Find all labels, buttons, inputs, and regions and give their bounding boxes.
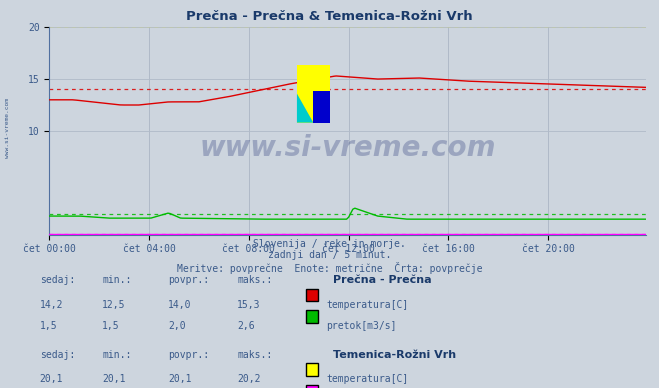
Text: povpr.:: povpr.: — [168, 350, 209, 360]
Polygon shape — [313, 91, 330, 123]
Text: Temenica-Rožni Vrh: Temenica-Rožni Vrh — [333, 350, 456, 360]
Text: 15,3: 15,3 — [237, 300, 261, 310]
Text: www.si-vreme.com: www.si-vreme.com — [5, 98, 11, 158]
Text: zadnji dan / 5 minut.: zadnji dan / 5 minut. — [268, 250, 391, 260]
Text: Prečna - Prečna & Temenica-Rožni Vrh: Prečna - Prečna & Temenica-Rožni Vrh — [186, 10, 473, 23]
Text: 2,0: 2,0 — [168, 321, 186, 331]
Text: maks.:: maks.: — [237, 350, 272, 360]
Text: maks.:: maks.: — [237, 275, 272, 286]
Text: 14,0: 14,0 — [168, 300, 192, 310]
Text: 14,2: 14,2 — [40, 300, 63, 310]
Text: 12,5: 12,5 — [102, 300, 126, 310]
Text: min.:: min.: — [102, 275, 132, 286]
Text: www.si-vreme.com: www.si-vreme.com — [200, 133, 496, 161]
Text: Prečna - Prečna: Prečna - Prečna — [333, 275, 432, 286]
Text: 20,1: 20,1 — [102, 374, 126, 384]
Text: 20,2: 20,2 — [237, 374, 261, 384]
Text: pretok[m3/s]: pretok[m3/s] — [326, 321, 397, 331]
Text: temperatura[C]: temperatura[C] — [326, 300, 409, 310]
Text: povpr.:: povpr.: — [168, 275, 209, 286]
Text: Slovenija / reke in morje.: Slovenija / reke in morje. — [253, 239, 406, 249]
Polygon shape — [297, 94, 313, 123]
Text: sedaj:: sedaj: — [40, 275, 74, 286]
Text: temperatura[C]: temperatura[C] — [326, 374, 409, 384]
Text: Meritve: povprečne  Enote: metrične  Črta: povprečje: Meritve: povprečne Enote: metrične Črta:… — [177, 262, 482, 274]
Text: 1,5: 1,5 — [40, 321, 57, 331]
Text: sedaj:: sedaj: — [40, 350, 74, 360]
Text: 20,1: 20,1 — [40, 374, 63, 384]
Text: min.:: min.: — [102, 350, 132, 360]
Text: 2,6: 2,6 — [237, 321, 255, 331]
Text: 1,5: 1,5 — [102, 321, 120, 331]
Text: 20,1: 20,1 — [168, 374, 192, 384]
Bar — [297, 64, 330, 123]
